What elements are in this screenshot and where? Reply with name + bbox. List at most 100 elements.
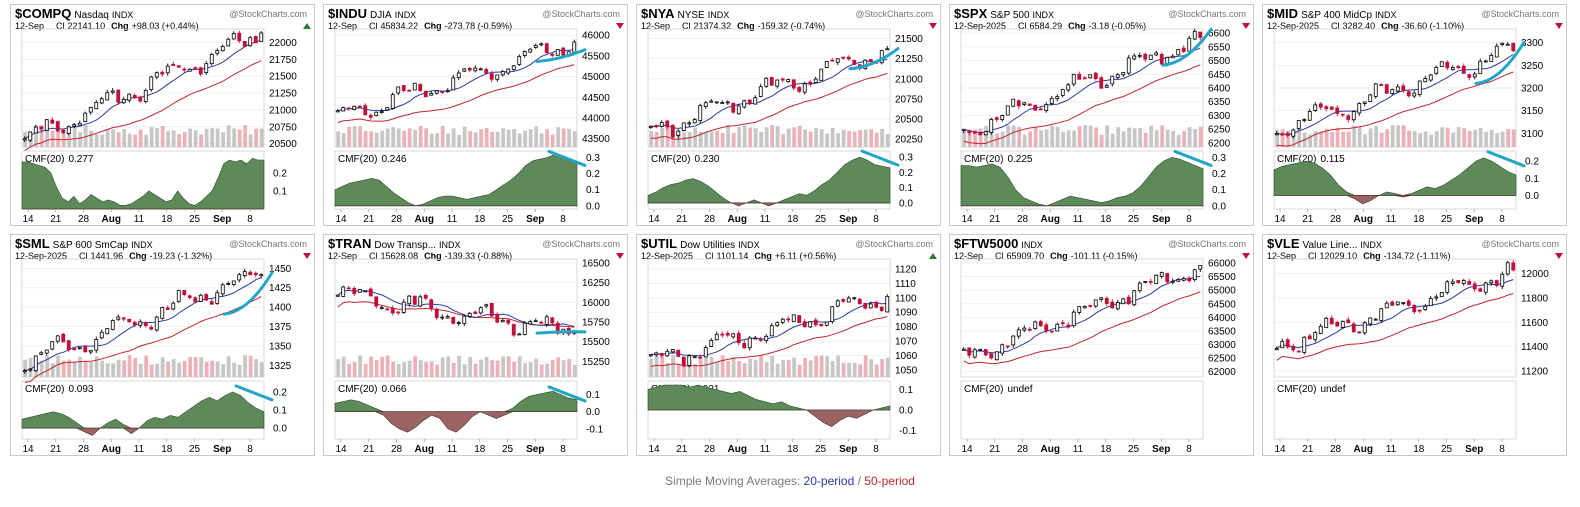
candle-up (533, 320, 538, 323)
candle-down (1044, 324, 1049, 332)
volume-bar (572, 131, 577, 147)
sma50-legend: 50-period (864, 474, 915, 488)
candle-up (961, 348, 966, 351)
volume-bar (1467, 130, 1472, 147)
volume-bar (105, 363, 110, 377)
candle-down (967, 130, 972, 134)
candle-up (1099, 297, 1104, 300)
candle-down (352, 288, 357, 294)
x-tick-label: 21 (989, 214, 1001, 225)
candle-down (440, 91, 445, 93)
x-tick-label: 28 (704, 214, 716, 225)
candle-up (703, 347, 708, 358)
chart-title: $MID S&P 400 MidCp INDX (1267, 6, 1397, 21)
price-tick-label: 44000 (582, 114, 610, 125)
volume-bar (67, 133, 72, 147)
volume-bar (737, 360, 742, 377)
chart-panel-indu[interactable]: $INDU DJIA INDX @StockCharts.com 12-Sep Cl 458… (323, 4, 628, 226)
price-summary: 12-Sep Cl 12029.10 Chg -134.72 (-1.11%) (1267, 251, 1450, 261)
candle-up (478, 307, 483, 314)
candle-up (544, 316, 549, 325)
candle-down (473, 311, 478, 315)
volume-bar (479, 129, 484, 147)
volume-bar (495, 360, 500, 377)
volume-bar (116, 360, 121, 377)
candle-up (1313, 104, 1318, 112)
candle-down (1335, 107, 1340, 114)
x-tick-label: 8 (560, 214, 566, 225)
volume-bar (1105, 125, 1110, 147)
volume-bar (1061, 131, 1066, 147)
chart-panel-ftw5000[interactable]: $FTW5000 INDX @StockCharts.com 12-Sep Cl 6590… (949, 234, 1254, 456)
volume-bar (984, 125, 989, 147)
volume-bar (336, 131, 341, 147)
sma-legend-prefix: Simple Moving Averages: (665, 474, 804, 488)
candle-down (1318, 103, 1323, 108)
candle-down (50, 119, 55, 124)
x-tick-label: 28 (391, 444, 403, 455)
candle-up (1494, 45, 1499, 58)
volume-bar (786, 359, 791, 377)
chart-panel-spx[interactable]: $SPX S&P 500 INDX @StockCharts.com 12-Sep-20… (949, 4, 1254, 226)
cmf-name: CMF(20) (338, 154, 377, 165)
stockcharts-watermark: @StockCharts.com (542, 9, 620, 19)
chg-label: Chg (1068, 21, 1086, 31)
change-down-marker (1242, 253, 1250, 259)
x-tick-label: Sep (1465, 444, 1483, 455)
volume-bar (385, 128, 390, 147)
candle-up (1379, 308, 1384, 321)
price-tick-label: 43500 (582, 134, 610, 145)
candle-down (61, 333, 66, 343)
candle-up (764, 335, 769, 342)
volume-bar (649, 358, 654, 377)
candle-up (1170, 280, 1175, 283)
candle-up (341, 107, 346, 112)
volume-bar (89, 361, 94, 377)
chart-panel-sml[interactable]: $SML S&P 600 SmCap INDX @StockCharts.com 12-… (10, 234, 315, 456)
x-tick-label: 28 (391, 214, 403, 225)
volume-bar (539, 133, 544, 147)
chart-panel-mid[interactable]: $MID S&P 400 MidCp INDX @StockCharts.com 12-… (1262, 4, 1567, 226)
volume-bar (770, 355, 775, 377)
chart-panel-util[interactable]: $UTIL Dow Utilities INDX @StockCharts.com 12… (636, 234, 941, 456)
candle-down (846, 56, 851, 60)
volume-bar (534, 358, 539, 377)
candle-up (226, 283, 231, 285)
volume-bar (193, 357, 198, 377)
candle-up (83, 112, 88, 122)
chart-index-name: Nasdaq (74, 10, 108, 21)
candle-down (1445, 61, 1450, 69)
price-pane-frame (334, 258, 578, 378)
candle-down (1077, 73, 1082, 80)
volume-bar (1286, 130, 1291, 147)
candle-down (731, 102, 736, 113)
candle-up (1049, 97, 1054, 104)
volume-bar (1473, 129, 1478, 147)
volume-bar (1182, 131, 1187, 147)
candle-down (1472, 283, 1477, 290)
volume-bar (1313, 131, 1318, 147)
volume-bar (380, 356, 385, 377)
candle-down (511, 324, 516, 336)
x-tick-label: 25 (1441, 444, 1453, 455)
candle-up (154, 316, 159, 331)
price-tick-label: 1450 (269, 264, 292, 275)
x-tick-label: 8 (1186, 444, 1192, 455)
volume-bar (1116, 127, 1121, 147)
stockcharts-watermark: @StockCharts.com (1481, 9, 1559, 19)
cmf-positive-area (21, 157, 265, 210)
volume-bar (462, 126, 467, 147)
volume-bar (243, 125, 248, 147)
chart-panel-vle[interactable]: $VLE Value Line... INDX @StockCharts.com 12-… (1262, 234, 1567, 456)
volume-bar (429, 133, 434, 147)
chart-panel-nya[interactable]: $NYA NYSE INDX @StockCharts.com 12-Sep Cl 2137… (636, 4, 941, 226)
volume-bar (792, 357, 797, 377)
x-tick-label: Aug (1041, 444, 1060, 455)
cmf-tick-label: 0.1 (1525, 174, 1539, 185)
candle-down (204, 294, 209, 301)
stockcharts-watermark: @StockCharts.com (229, 239, 307, 249)
chart-panel-tran[interactable]: $TRAN Dow Transp... INDX @StockCharts.com 12… (323, 234, 628, 456)
x-tick-label: 18 (161, 444, 173, 455)
chart-panel-compq[interactable]: $COMPQ Nasdaq INDX @StockCharts.com 12-Sep Cl… (10, 4, 315, 226)
x-tick-label: Sep (213, 214, 231, 225)
